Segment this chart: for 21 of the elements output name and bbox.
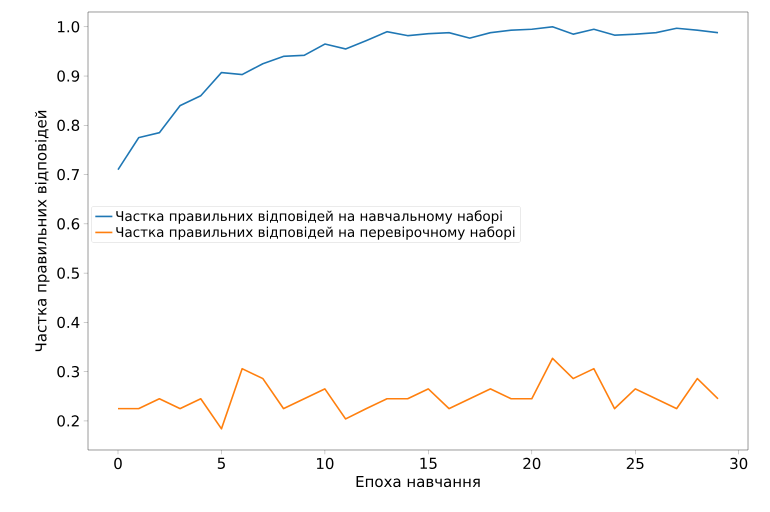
x-tick-label: 5	[218, 458, 225, 469]
x-axis-title: Епоха навчання	[356, 476, 480, 488]
x-tick-label: 25	[626, 458, 644, 470]
x-tick-label: 20	[523, 458, 540, 470]
y-axis-title: Частка правильних відповідей	[34, 110, 50, 352]
y-tick-label: 0.6	[57, 218, 80, 230]
x-tick-label: 10	[317, 458, 334, 470]
y-tick-label: 0.8	[57, 120, 80, 131]
y-tick-label: 0.7	[57, 168, 79, 180]
y-tick-label: 0.2	[57, 415, 79, 427]
line-series	[117, 26, 719, 170]
y-tick-label: 1.0	[58, 21, 80, 32]
y-tick-label: 0.3	[57, 366, 79, 378]
x-tick-label: 30	[730, 458, 748, 470]
legend-label: Частка правильних відповідей на перевірочному наборі	[116, 226, 514, 240]
x-tick-label: 0	[114, 458, 122, 470]
y-tick-label: 0.4	[57, 316, 80, 328]
y-tick-label: 0.9	[57, 70, 80, 82]
y-tick-label: 0.5	[57, 267, 79, 279]
legend-label: Частка правильних відповідей на навчальному наборі	[116, 210, 502, 224]
x-tick-label: 15	[420, 458, 437, 469]
